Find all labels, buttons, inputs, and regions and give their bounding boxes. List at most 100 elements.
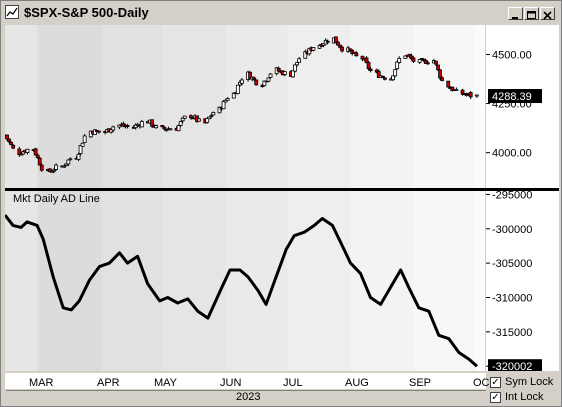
- candle-body: [133, 124, 138, 129]
- candle-body: [266, 77, 271, 82]
- title-bar[interactable]: $SPX-S&P 500-Daily: [2, 2, 560, 24]
- candle-body: [225, 97, 230, 101]
- price-plot-area[interactable]: [5, 25, 485, 188]
- candle-body: [39, 164, 44, 171]
- month-band: [225, 191, 287, 371]
- int-lock-checkbox[interactable]: ✓: [490, 392, 501, 403]
- candle-body: [383, 77, 387, 80]
- candle-body: [303, 51, 308, 59]
- ad-chart-svg: [5, 191, 485, 371]
- candle-body: [391, 75, 395, 81]
- candle-body: [117, 124, 122, 128]
- month-band: [101, 191, 163, 371]
- candle-body: [82, 135, 87, 143]
- year-strip: 2023: [6, 390, 486, 404]
- int-lock-label: Int Lock: [505, 391, 544, 403]
- month-band: [162, 191, 226, 371]
- candle-body: [150, 119, 154, 127]
- candle-body: [348, 48, 353, 52]
- candle-body: [374, 69, 379, 73]
- candle-body: [176, 124, 181, 132]
- ad-tick-label: -305000: [492, 258, 532, 270]
- minimize-icon: [512, 17, 518, 19]
- candle-body: [182, 115, 187, 119]
- candle-body: [62, 165, 67, 168]
- maximize-icon: [527, 11, 536, 19]
- month-label: JUL: [283, 377, 303, 389]
- candle-body: [436, 64, 440, 70]
- candle-body: [168, 128, 173, 131]
- candle-body: [350, 49, 355, 55]
- price-chart-svg: [5, 25, 485, 188]
- candle-body: [395, 61, 400, 70]
- panel-divider[interactable]: [5, 188, 559, 191]
- candle-body: [64, 163, 69, 166]
- candle-body: [25, 148, 30, 153]
- month-band: [286, 191, 351, 371]
- candle-body: [33, 148, 38, 156]
- minimize-button[interactable]: [508, 7, 523, 20]
- candle-body: [397, 57, 402, 63]
- candle-body: [235, 84, 240, 94]
- candle-body: [111, 126, 116, 131]
- month-band: [101, 25, 163, 188]
- candle-body: [291, 70, 295, 78]
- candle-body: [376, 71, 381, 78]
- candle-body: [462, 92, 467, 96]
- month-band: [286, 25, 351, 188]
- candle-body: [360, 55, 365, 60]
- month-band: [474, 25, 485, 188]
- candle-body: [393, 69, 398, 77]
- candle-body: [354, 52, 359, 57]
- candle-body: [252, 77, 257, 80]
- candle-body: [295, 62, 299, 66]
- candle-body: [54, 164, 58, 170]
- candle-body: [80, 142, 85, 147]
- candle-body: [97, 130, 101, 133]
- candle-body: [425, 62, 430, 65]
- ad-panel-title: Mkt Daily AD Line: [13, 193, 100, 205]
- month-band: [162, 25, 226, 188]
- sym-lock-checkbox[interactable]: ✓: [490, 377, 501, 388]
- candle-body: [178, 121, 183, 126]
- candle-body: [207, 116, 212, 120]
- candle-body: [180, 117, 185, 122]
- price-tick-label: 4000.00: [492, 148, 532, 160]
- candle-body: [474, 94, 479, 97]
- ad-tick-label: -315000: [492, 327, 532, 339]
- candle-body: [139, 121, 144, 128]
- month-band: [413, 25, 475, 188]
- candle-body: [297, 58, 302, 63]
- close-button[interactable]: [540, 7, 555, 20]
- candle-body: [52, 169, 56, 172]
- candle-body: [164, 129, 169, 132]
- candle-body: [407, 54, 412, 57]
- sym-lock-label: Sym Lock: [505, 376, 554, 388]
- candle-body: [440, 77, 445, 81]
- candle-body: [417, 59, 422, 63]
- candle-body: [217, 106, 222, 114]
- maximize-button[interactable]: [524, 7, 539, 20]
- candle-body: [321, 43, 326, 46]
- close-icon: [543, 11, 552, 20]
- candle-body: [231, 92, 236, 99]
- candle-body: [162, 126, 167, 130]
- candle-body: [464, 94, 469, 96]
- price-tick-label: 4500.00: [492, 49, 532, 61]
- candle-body: [7, 138, 11, 142]
- candle-body: [109, 129, 114, 133]
- candle-body: [205, 118, 210, 123]
- month-label: AUG: [345, 377, 369, 389]
- candle-body: [21, 151, 26, 155]
- month-band: [350, 25, 414, 188]
- candle-body: [254, 79, 259, 86]
- candle-body: [311, 47, 316, 51]
- candle-body: [121, 123, 126, 127]
- candle-body: [276, 67, 281, 72]
- candle-body: [188, 115, 193, 118]
- candle-body: [68, 158, 73, 161]
- candle-body: [446, 80, 451, 88]
- candle-body: [248, 72, 253, 80]
- ad-plot-area[interactable]: Mkt Daily AD Line: [5, 191, 485, 371]
